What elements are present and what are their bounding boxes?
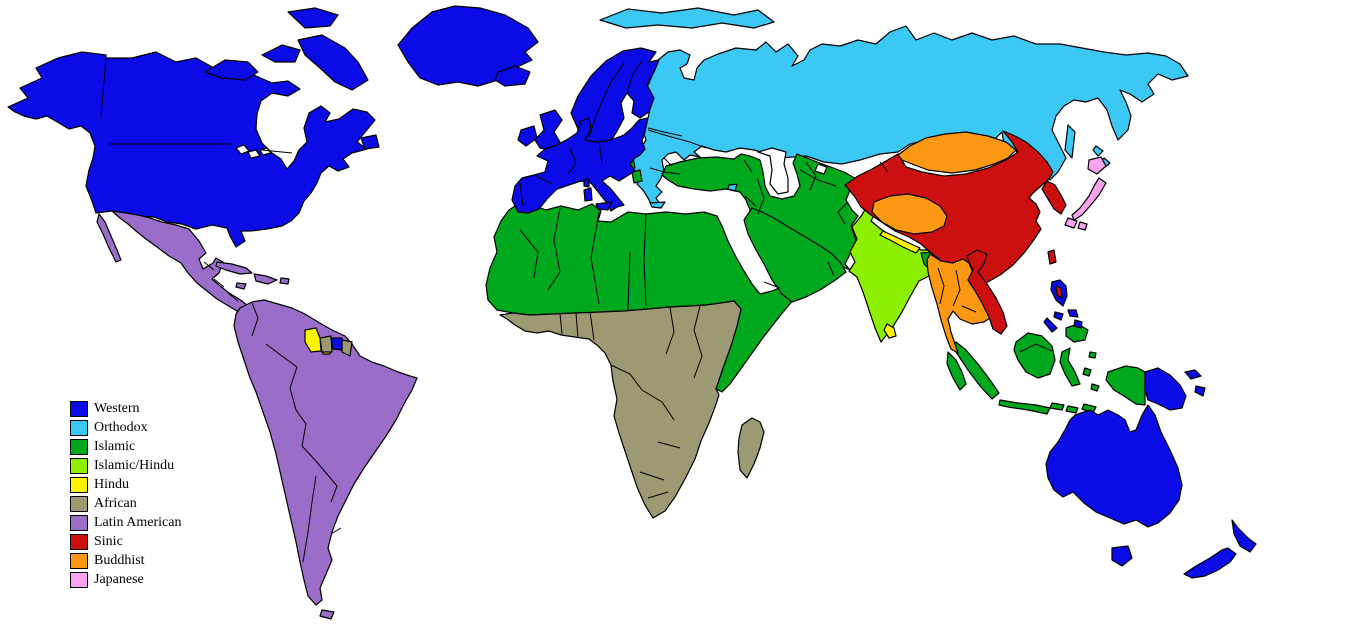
region-tibet — [871, 193, 948, 235]
region-albania — [631, 169, 643, 184]
region-crete — [649, 201, 666, 209]
region-luzon-interior — [1055, 285, 1063, 299]
region-arabia — [743, 207, 847, 303]
legend-label-western: Western — [94, 401, 140, 416]
region-western-europe — [511, 117, 649, 214]
legend-label-japanese: Japanese — [94, 572, 144, 587]
legend-label-african: African — [94, 496, 137, 511]
region-vietnam — [966, 249, 1008, 335]
great-lakes — [235, 144, 272, 159]
legend-label-islamic: Islamic — [94, 439, 136, 454]
legend-swatch-islamic — [70, 438, 88, 455]
legend-label-latin-american: Latin American — [94, 515, 182, 530]
region-taiwan — [1047, 249, 1057, 265]
region-nepal — [879, 230, 921, 254]
region-arctic-islands — [204, 7, 380, 150]
region-caribbean — [215, 261, 290, 290]
region-cyprus — [727, 183, 738, 192]
region-french-guiana — [330, 337, 343, 351]
country-borders — [100, 57, 1053, 563]
legend-item-african: African — [70, 494, 181, 513]
region-australia — [1045, 404, 1183, 528]
region-sub-saharan-africa — [499, 300, 742, 519]
legend-item-islamic-hindu: Islamic/Hindu — [70, 456, 181, 475]
legend-swatch-sinic — [70, 533, 88, 550]
region-mongolia — [897, 131, 1017, 174]
legend-label-hindu: Hindu — [94, 477, 129, 492]
legend-item-islamic: Islamic — [70, 437, 181, 456]
region-greenland — [397, 5, 539, 87]
legend: Western Orthodox Islamic Islamic/Hindu H… — [70, 399, 181, 589]
legend-swatch-orthodox — [70, 419, 88, 436]
legend-label-sinic: Sinic — [94, 534, 123, 549]
region-baja-california — [96, 213, 122, 263]
region-philippines-north — [1043, 279, 1083, 333]
region-madagascar — [737, 417, 765, 479]
region-arctic-russia-islands — [599, 7, 775, 29]
caspian-sea — [757, 147, 789, 195]
legend-label-islamic-hindu: Islamic/Hindu — [94, 458, 175, 473]
legend-swatch-islamic-hindu — [70, 457, 88, 474]
region-japan — [1064, 156, 1107, 231]
legend-item-western: Western — [70, 399, 181, 418]
legend-label-orthodox: Orthodox — [94, 420, 148, 435]
region-papua-new-guinea-east — [1144, 367, 1206, 411]
legend-swatch-hindu — [70, 476, 88, 493]
region-sri-lanka — [883, 323, 897, 339]
region-malaysia — [946, 351, 967, 391]
region-south-america — [233, 299, 418, 606]
region-china — [844, 130, 1054, 287]
legend-label-buddhist: Buddhist — [94, 553, 145, 568]
legend-swatch-western — [70, 400, 88, 417]
region-tierra-del-fuego — [319, 609, 335, 620]
legend-item-hindu: Hindu — [70, 475, 181, 494]
region-tasmania — [1111, 545, 1133, 567]
legend-item-japanese: Japanese — [70, 570, 181, 589]
region-sakhalin — [1064, 124, 1076, 159]
region-mediterranean-islands — [583, 178, 613, 211]
region-new-zealand — [1183, 519, 1257, 579]
aral-sea — [814, 163, 828, 175]
legend-swatch-japanese — [70, 571, 88, 588]
legend-swatch-latin-american — [70, 514, 88, 531]
region-korea — [1041, 180, 1067, 215]
legend-item-orthodox: Orthodox — [70, 418, 181, 437]
region-iceland — [494, 65, 531, 87]
legend-item-buddhist: Buddhist — [70, 551, 181, 570]
legend-swatch-buddhist — [70, 552, 88, 569]
legend-item-sinic: Sinic — [70, 532, 181, 551]
region-russia-eastern-europe — [629, 25, 1189, 207]
legend-swatch-african — [70, 495, 88, 512]
legend-item-latin-american: Latin American — [70, 513, 181, 532]
